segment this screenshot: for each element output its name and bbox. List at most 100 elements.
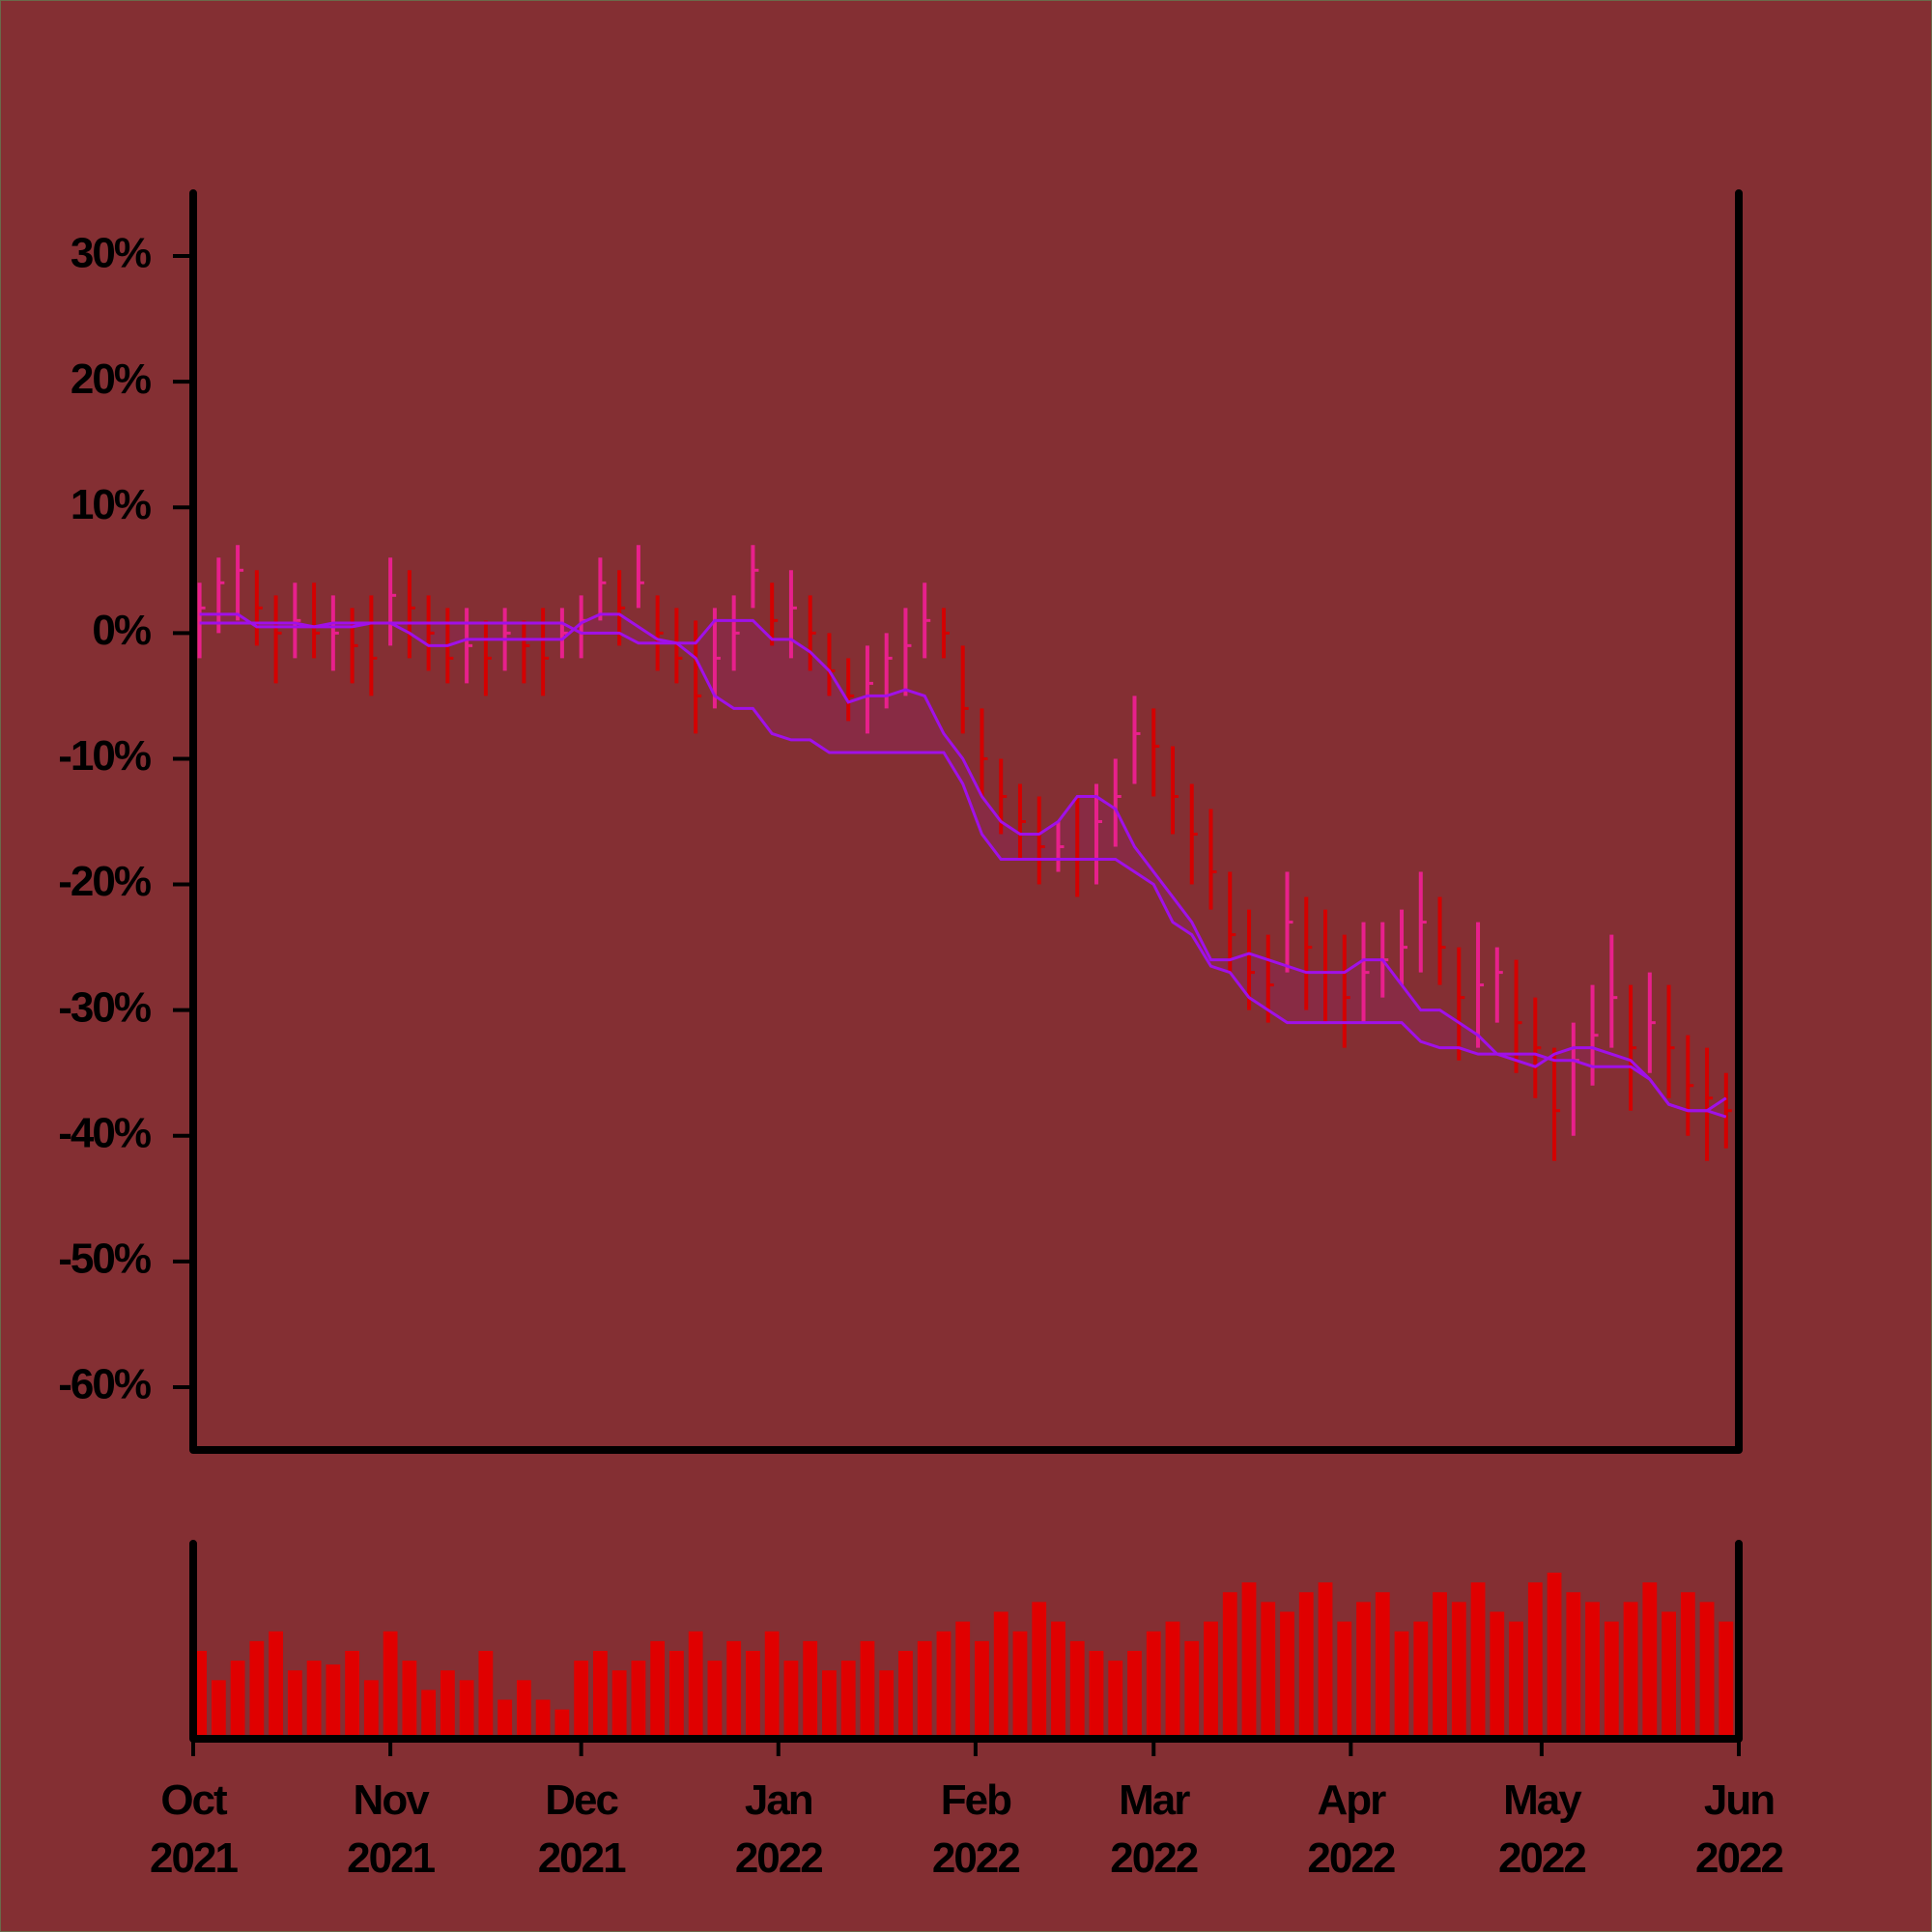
volume-bar bbox=[1642, 1582, 1658, 1739]
volume-bar bbox=[459, 1680, 474, 1739]
volume-bar bbox=[1032, 1602, 1047, 1739]
volume-bar bbox=[306, 1661, 322, 1739]
volume-bar bbox=[955, 1621, 971, 1739]
volume-bar bbox=[822, 1670, 837, 1739]
volume-bar bbox=[1527, 1582, 1543, 1739]
volume-bar bbox=[1337, 1621, 1352, 1739]
volume-bar bbox=[1204, 1621, 1218, 1739]
volume-bar bbox=[497, 1699, 513, 1739]
volume-bar bbox=[1012, 1631, 1028, 1739]
volume-bar bbox=[1280, 1611, 1294, 1739]
volume-bar bbox=[1069, 1640, 1085, 1739]
volume-bar bbox=[917, 1640, 932, 1739]
y-tick-label: -40% bbox=[58, 1109, 151, 1156]
volume-bar bbox=[840, 1661, 856, 1739]
x-tick-label: Jun 2022 bbox=[1695, 1776, 1782, 1882]
indicator-line bbox=[199, 621, 1727, 1113]
y-tick-label: -10% bbox=[58, 732, 151, 780]
volume-bar bbox=[1662, 1611, 1676, 1739]
volume-bar bbox=[1509, 1621, 1523, 1739]
volume-bar bbox=[1108, 1661, 1123, 1739]
volume-bar bbox=[535, 1699, 551, 1739]
volume-bar bbox=[363, 1680, 379, 1739]
volume-bar bbox=[1298, 1592, 1314, 1739]
volume-bar bbox=[936, 1631, 952, 1739]
volume-bar bbox=[230, 1661, 245, 1739]
volume-bar bbox=[1547, 1573, 1562, 1739]
volume-bar bbox=[326, 1664, 341, 1739]
indicator-line bbox=[199, 612, 1727, 1119]
y-tick-label: -50% bbox=[58, 1235, 151, 1282]
volume-bar bbox=[726, 1640, 742, 1739]
volume-bar bbox=[707, 1661, 723, 1739]
volume-bar bbox=[1089, 1650, 1104, 1739]
volume-bar bbox=[1375, 1592, 1390, 1739]
volume-bar bbox=[440, 1670, 455, 1739]
volume-bar bbox=[1451, 1602, 1466, 1739]
y-tick-label: 0% bbox=[92, 607, 150, 654]
volume-bar bbox=[1356, 1602, 1371, 1739]
volume-bar bbox=[554, 1709, 570, 1739]
volume-bar bbox=[1490, 1611, 1505, 1739]
volume-bar bbox=[345, 1650, 360, 1739]
volume-bar bbox=[1433, 1592, 1447, 1739]
x-tick-label: Dec 2021 bbox=[538, 1776, 626, 1882]
volume-bar bbox=[478, 1650, 494, 1739]
volume-bar bbox=[287, 1670, 302, 1739]
x-tick-label: Feb 2022 bbox=[932, 1776, 1019, 1882]
volume-bar bbox=[688, 1631, 703, 1739]
x-tick-label: Jan 2022 bbox=[735, 1776, 822, 1882]
x-tick-label: Mar 2022 bbox=[1110, 1776, 1197, 1882]
volume-bar bbox=[1604, 1621, 1619, 1739]
volume-bar bbox=[1146, 1631, 1161, 1739]
volume-bar bbox=[383, 1631, 398, 1739]
volume-bar bbox=[402, 1661, 417, 1739]
volume-bar bbox=[1623, 1602, 1638, 1739]
volume-bar bbox=[993, 1611, 1009, 1739]
volume-bar bbox=[1127, 1650, 1142, 1739]
volume-bar bbox=[803, 1640, 818, 1739]
axis-frame bbox=[189, 1540, 1743, 1743]
volume-bar bbox=[650, 1640, 666, 1739]
volume-bar bbox=[860, 1640, 875, 1739]
volume-bar bbox=[746, 1650, 760, 1739]
x-tick-label: Oct 2021 bbox=[150, 1776, 238, 1882]
volume-bar bbox=[211, 1680, 226, 1739]
axis-frame bbox=[189, 189, 1743, 1454]
volume-bar bbox=[1566, 1592, 1581, 1739]
volume-bar bbox=[764, 1631, 780, 1739]
volume-bar bbox=[898, 1650, 913, 1739]
volume-bar bbox=[631, 1661, 646, 1739]
volume-bar bbox=[1222, 1592, 1237, 1739]
volume-bar bbox=[1413, 1621, 1429, 1739]
volume-bar bbox=[611, 1670, 627, 1739]
volume-bar bbox=[1680, 1592, 1695, 1739]
volume-bar bbox=[574, 1661, 589, 1739]
volume-bar bbox=[1470, 1582, 1486, 1739]
volume-bar bbox=[879, 1670, 895, 1739]
volume-bar bbox=[421, 1690, 437, 1739]
y-tick-label: -30% bbox=[58, 983, 151, 1031]
volume-bar bbox=[269, 1631, 284, 1739]
volume-bar bbox=[1394, 1631, 1409, 1739]
volume-bar bbox=[1585, 1602, 1600, 1739]
x-tick-label: May 2022 bbox=[1498, 1776, 1585, 1882]
volume-bar bbox=[1165, 1621, 1180, 1739]
volume-bar bbox=[1699, 1602, 1715, 1739]
volume-bar bbox=[1719, 1621, 1734, 1739]
volume-bar bbox=[1261, 1602, 1276, 1739]
y-tick-label: 20% bbox=[71, 355, 151, 403]
volume-bar bbox=[1318, 1582, 1333, 1739]
volume-bar bbox=[975, 1640, 989, 1739]
y-tick-label: -20% bbox=[58, 858, 151, 905]
x-tick-label: Apr 2022 bbox=[1307, 1776, 1394, 1882]
volume-bar bbox=[1184, 1640, 1200, 1739]
y-tick-label: -60% bbox=[58, 1361, 151, 1408]
volume-bar bbox=[592, 1650, 608, 1739]
volume-bar bbox=[783, 1661, 799, 1739]
volume-bar bbox=[1241, 1582, 1257, 1739]
volume-bar bbox=[669, 1650, 684, 1739]
volume-bar bbox=[1051, 1621, 1065, 1739]
y-tick-label: 30% bbox=[71, 230, 151, 277]
